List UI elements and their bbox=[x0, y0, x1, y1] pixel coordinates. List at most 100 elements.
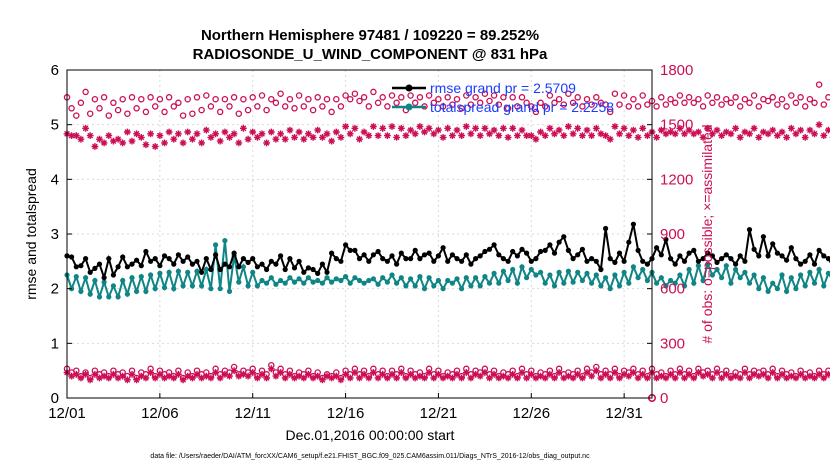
obs-possible-point bbox=[175, 99, 182, 107]
obs-assimilated-point bbox=[620, 124, 628, 132]
y-axis-left-label: rmse and totalspread bbox=[23, 168, 39, 300]
rmse-point bbox=[217, 266, 223, 273]
obs-assimilated-point bbox=[240, 124, 247, 132]
rmse-point bbox=[793, 256, 799, 262]
rmse-point bbox=[816, 247, 822, 253]
obs-possible-point bbox=[189, 110, 196, 117]
obs-possible-point bbox=[198, 106, 205, 114]
obs-possible-point bbox=[630, 95, 637, 103]
obs-assimilated-low-point bbox=[393, 374, 400, 382]
totalspread-point bbox=[445, 277, 451, 284]
obs-possible-point bbox=[685, 94, 693, 101]
totalspread-point bbox=[338, 277, 344, 284]
x-tick-label: 12/16 bbox=[327, 405, 365, 422]
y-right-tick-label: 1200 bbox=[660, 171, 693, 188]
rmse-point bbox=[709, 253, 716, 259]
obs-assimilated-point bbox=[142, 141, 150, 149]
obs-assimilated-low-point bbox=[193, 370, 201, 378]
rmse-point bbox=[802, 258, 808, 264]
obs-assimilated-point bbox=[161, 139, 168, 147]
rmse-point bbox=[92, 265, 98, 271]
obs-possible-point bbox=[602, 101, 609, 108]
obs-assimilated-point bbox=[690, 130, 698, 138]
legend: rmse grand pr = 2.5709 totalspread grand… bbox=[392, 80, 614, 115]
obs-assimilated-point bbox=[439, 134, 447, 141]
obs-possible-point bbox=[365, 103, 373, 110]
obs-assimilated-low-point bbox=[119, 372, 127, 380]
obs-possible-point bbox=[263, 106, 270, 114]
totalspread-point bbox=[412, 283, 418, 289]
totalspread-point bbox=[742, 269, 748, 275]
obs-assimilated-low-point bbox=[490, 370, 498, 378]
totalspread-point bbox=[491, 270, 497, 276]
obs-assimilated-low-point bbox=[332, 372, 340, 380]
obs-assimilated-low-point bbox=[713, 369, 721, 376]
obs-assimilated-point bbox=[537, 128, 544, 136]
rmse-point bbox=[760, 234, 767, 240]
totalspread-point bbox=[394, 280, 400, 286]
obs-assimilated-low-point bbox=[449, 374, 456, 382]
rmse-point bbox=[654, 245, 660, 251]
rmse-point bbox=[185, 254, 191, 260]
obs-assimilated-point bbox=[606, 135, 614, 143]
totalspread-point bbox=[654, 280, 660, 286]
obs-assimilated-low-point bbox=[815, 370, 823, 378]
obs-assimilated-low-point bbox=[778, 370, 786, 378]
rmse-point bbox=[166, 256, 172, 262]
obs-assimilated-low-point bbox=[620, 370, 628, 378]
y-left-tick-label: 4 bbox=[51, 171, 59, 188]
rmse-point bbox=[324, 269, 330, 275]
obs-assimilated-low-point bbox=[346, 374, 354, 382]
obs-assimilated-low-point bbox=[319, 376, 326, 384]
obs-assimilated-point bbox=[68, 132, 75, 139]
obs-assimilated-point bbox=[616, 130, 623, 138]
rmse-point bbox=[343, 242, 349, 248]
obs-possible-point bbox=[124, 110, 131, 117]
obs-assimilated-point bbox=[337, 134, 345, 141]
rmse-point bbox=[338, 258, 344, 264]
totalspread-point bbox=[635, 275, 641, 281]
obs-assimilated-low-point bbox=[263, 374, 270, 382]
obs-assimilated-point bbox=[128, 137, 136, 145]
rmse-point bbox=[533, 256, 539, 262]
totalspread-point bbox=[315, 277, 321, 284]
obs-assimilated-point bbox=[597, 130, 605, 138]
legend-spread-label: totalspread grand pr = 2.2258 bbox=[430, 99, 614, 115]
obs-possible-point bbox=[68, 105, 75, 112]
x-tick-label: 12/31 bbox=[605, 405, 643, 422]
totalspread-point bbox=[542, 280, 548, 286]
obs-assimilated-point bbox=[393, 134, 400, 141]
totalspread-point bbox=[389, 272, 395, 278]
obs-possible-point bbox=[750, 92, 758, 99]
totalspread-point bbox=[203, 266, 209, 273]
obs-assimilated-point bbox=[379, 124, 387, 132]
obs-possible-point bbox=[620, 92, 628, 99]
totalspread-point bbox=[333, 276, 339, 282]
obs-assimilated-point bbox=[86, 132, 94, 139]
obs-assimilated-point bbox=[551, 130, 558, 138]
rmse-point bbox=[250, 256, 256, 262]
totalspread-point bbox=[134, 288, 140, 294]
obs-assimilated-point bbox=[96, 135, 103, 143]
totalspread-point bbox=[96, 294, 103, 300]
rmse-point bbox=[454, 256, 460, 262]
y-right-tick-label: 0 bbox=[660, 390, 668, 407]
rmse-point bbox=[394, 261, 400, 267]
obs-assimilated-low-point bbox=[606, 374, 614, 382]
totalspread-point bbox=[166, 269, 172, 275]
y-axis-right: 0 300 600 900 1200 1500 1800 bbox=[647, 62, 693, 407]
rmse-point bbox=[329, 250, 335, 256]
x-tick-label: 12/11 bbox=[234, 405, 270, 422]
totalspread-point bbox=[459, 286, 465, 292]
rmse-point bbox=[115, 264, 121, 270]
totalspread-point bbox=[278, 277, 284, 284]
rmse-point bbox=[110, 272, 116, 278]
rmse-point bbox=[101, 275, 107, 281]
obs-assimilated-low-point bbox=[657, 372, 665, 380]
obs-possible-point bbox=[555, 95, 563, 103]
obs-possible-point bbox=[346, 95, 354, 103]
obs-assimilated-low-point bbox=[709, 374, 716, 382]
obs-assimilated-point bbox=[592, 124, 600, 132]
obs-assimilated-point bbox=[657, 126, 665, 134]
obs-assimilated-point bbox=[277, 130, 284, 138]
